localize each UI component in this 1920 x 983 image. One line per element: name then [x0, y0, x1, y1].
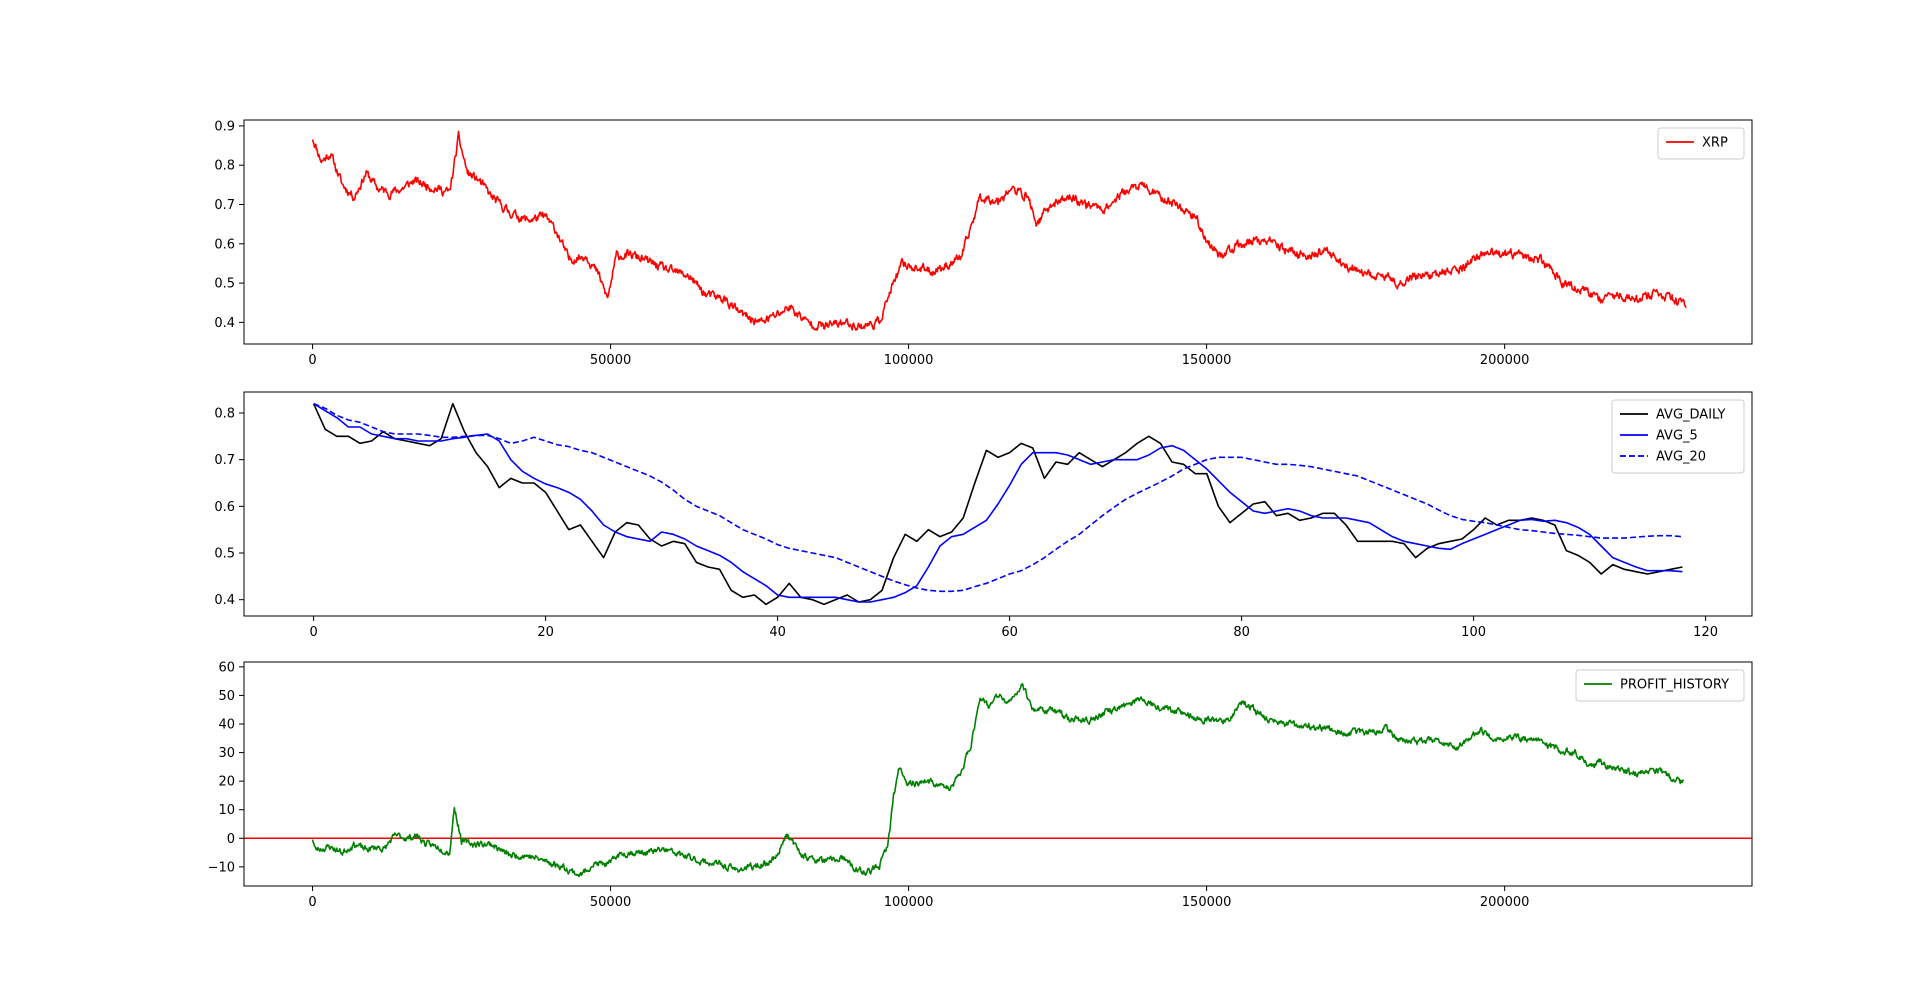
axes-frame: [243, 391, 1753, 617]
y-tick-label: 0: [227, 832, 235, 847]
legend-label: AVG_20: [1656, 450, 1706, 465]
subplot-1: 0 50000 100000 150000 200000 0.4 0.5 0.6 0.7 0.8 0…: [214, 119, 1753, 368]
x-tick-label: 150000: [1182, 353, 1232, 368]
axes-frame: [243, 661, 1753, 887]
y-tick-label: 0.7: [214, 453, 235, 468]
y-tick-label: 0.4: [214, 316, 235, 331]
x-tick-label: 50000: [590, 353, 631, 368]
legend: PROFIT_HISTORY: [1575, 669, 1745, 702]
x-tick-label: 80: [1233, 625, 1250, 640]
x-tick-label: 50000: [590, 895, 631, 910]
y-tick-label: 40: [218, 718, 235, 733]
legend: AVG_DAILY AVG_5 AVG_20: [1611, 399, 1745, 474]
x-tick-label: 100: [1461, 625, 1486, 640]
y-tick-label: 0.8: [214, 407, 235, 422]
legend-label: PROFIT_HISTORY: [1620, 678, 1729, 693]
x-tick-label: 150000: [1182, 895, 1232, 910]
y-tick-label: 0.7: [214, 198, 235, 213]
y-tick-label: 0.6: [214, 500, 235, 515]
y-tick-label: 50: [218, 689, 235, 704]
y-tick-label: 0.5: [214, 277, 235, 292]
x-tick-label: 0: [308, 895, 316, 910]
y-tick-label: −10: [208, 860, 235, 875]
series-line-avg-daily: [312, 402, 1683, 606]
y-tick-label: 60: [218, 660, 235, 675]
legend-box: [1611, 399, 1745, 474]
y-tick-label: 0.8: [214, 159, 235, 174]
x-tick-label: 40: [769, 625, 786, 640]
x-tick-label: 0: [309, 625, 317, 640]
y-tick-label: 0.9: [214, 119, 235, 134]
y-tick-label: 0.5: [214, 547, 235, 562]
y-tick-label: 30: [218, 746, 235, 761]
x-tick-label: 120: [1693, 625, 1718, 640]
series-line-avg-20: [313, 402, 1683, 593]
x-tick-label: 100000: [884, 895, 934, 910]
y-tick-label: 20: [218, 775, 235, 790]
subplot-3: 0 50000 100000 150000 200000 −10 0 10 20 30 40 50 60…: [208, 660, 1753, 910]
legend-box: [1657, 127, 1745, 160]
series-line-avg-5: [313, 402, 1683, 603]
x-tick-label: 20: [537, 625, 554, 640]
legend-label: XRP: [1702, 136, 1728, 151]
y-tick-label: 0.6: [214, 237, 235, 252]
x-tick-label: 200000: [1480, 353, 1530, 368]
legend-box: [1575, 669, 1745, 702]
series-line-xrp: [311, 130, 1687, 331]
axes-frame: [243, 119, 1753, 345]
legend: XRP: [1657, 127, 1745, 160]
plot-area: [311, 130, 1687, 331]
legend-label: AVG_DAILY: [1656, 408, 1726, 423]
x-tick-label: 60: [1001, 625, 1018, 640]
x-tick-label: 0: [308, 353, 316, 368]
x-tick-label: 100000: [884, 353, 934, 368]
legend-label: AVG_5: [1656, 429, 1698, 444]
plot-area: [244, 682, 1752, 878]
x-tick-label: 200000: [1480, 895, 1530, 910]
series-line-profit-history: [311, 682, 1685, 878]
y-tick-label: 10: [218, 803, 235, 818]
plot-area: [312, 402, 1683, 606]
y-tick-label: 0.4: [214, 593, 235, 608]
